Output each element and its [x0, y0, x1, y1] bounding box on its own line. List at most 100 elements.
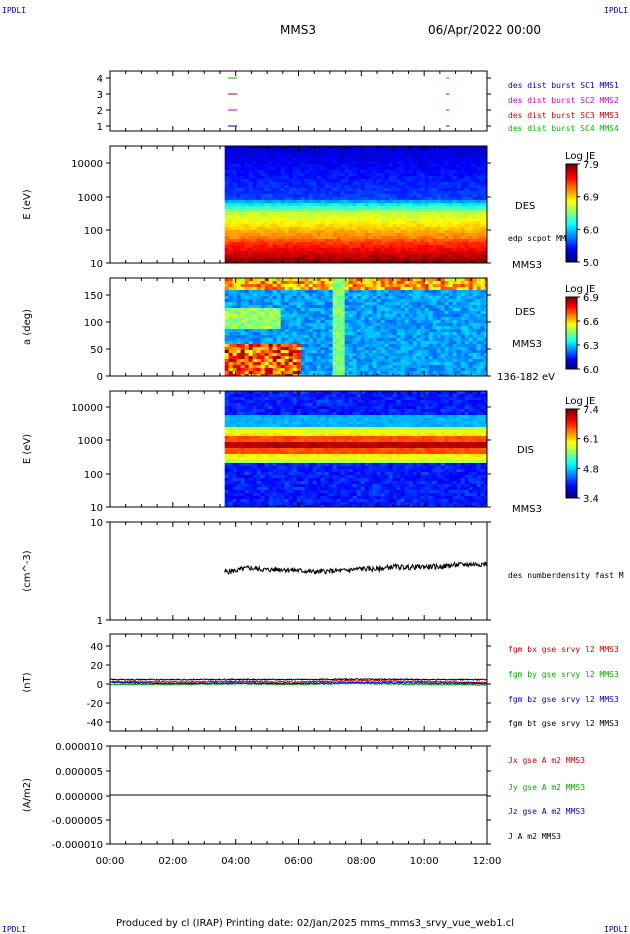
colorbar-cell: [566, 440, 577, 443]
y-tick-label: -20: [87, 699, 103, 710]
colorbar-tick-label: 6.0: [583, 225, 599, 236]
series-line: [109, 679, 488, 684]
panel-right-label: DIS: [517, 445, 534, 456]
colorbar-cell: [566, 168, 577, 172]
y-tick-label: -40: [87, 718, 103, 729]
colorbar-cell: [566, 420, 577, 423]
colorbar-cell: [566, 329, 577, 332]
colorbar-cell: [566, 409, 577, 412]
colorbar-cell: [566, 316, 577, 319]
colorbar-cell: [566, 210, 577, 214]
colorbar-cell: [566, 208, 577, 211]
colorbar-cell: [566, 309, 577, 312]
colorbar-cell: [566, 188, 577, 192]
colorbar-cell: [566, 460, 577, 463]
colorbar-cell: [566, 300, 577, 303]
colorbar-cell: [566, 347, 577, 350]
colorbar-cell: [566, 435, 577, 439]
y-tick-label: 100: [84, 470, 103, 481]
y-tick-label: 100: [84, 226, 103, 237]
colorbar-cell: [566, 493, 577, 497]
colorbar-cell: [566, 183, 577, 187]
colorbar-cell: [566, 338, 577, 341]
colorbar-cell: [566, 315, 577, 318]
colorbar-cell: [566, 311, 577, 314]
colorbar-tick-label: 6.1: [583, 435, 599, 446]
y-tick-label: 2: [97, 106, 103, 117]
x-tick-label: 06:00: [284, 856, 313, 867]
colorbar-cell: [566, 356, 577, 359]
legend-entry: fgm bz gse srvy l2 MMS3: [508, 695, 619, 704]
colorbar-cell: [566, 195, 577, 199]
corner-label-top-left: IPDLI: [2, 6, 27, 15]
colorbar-cell: [566, 486, 577, 490]
colorbar-cell: [566, 451, 577, 454]
colorbar-cell: [566, 306, 577, 309]
y-tick-label: 3: [97, 90, 103, 101]
y-tick-label: 150: [84, 291, 103, 302]
legend-entry: Jy gse A m2 MMS3: [508, 783, 585, 792]
y-axis-label: (nT): [22, 672, 33, 692]
legend-entry: des dist burst SC3 MMS3: [508, 111, 619, 120]
colorbar-cell: [566, 297, 577, 300]
y-tick-label: 10: [90, 518, 103, 529]
y-tick-label: 4: [97, 74, 103, 85]
colorbar-cell: [566, 213, 577, 216]
colorbar-cell: [566, 449, 577, 452]
y-tick-label: 0.000000: [55, 792, 103, 803]
colorbar-frame: [565, 408, 578, 499]
panel-right-label: MMS3: [512, 339, 542, 350]
spectrogram-3: [224, 391, 488, 508]
colorbar-cell: [566, 259, 577, 263]
legend-entry: des dist burst SC1 MMS1: [508, 81, 619, 90]
colorbar-tick-label: 6.3: [583, 341, 599, 352]
colorbar-cell: [566, 252, 577, 256]
colorbar-cell: [566, 365, 577, 368]
colorbar-cell: [566, 431, 577, 434]
colorbar-cell: [566, 324, 577, 327]
y-axis-label: E (eV): [22, 189, 33, 219]
y-tick-label: 50: [90, 345, 103, 356]
colorbar-cell: [566, 484, 577, 488]
colorbar-cell: [566, 164, 577, 167]
corner-label-bottom-left: IPDLI: [2, 925, 27, 934]
spacecraft-title: MMS3: [280, 23, 316, 37]
colorbar-cell: [566, 340, 577, 343]
legend-entry: J A m2 MMS3: [508, 832, 561, 841]
colorbar-cell: [566, 453, 577, 457]
legend-entry: Jz gse A m2 MMS3: [508, 807, 585, 816]
spectrogram-2: [224, 278, 488, 377]
colorbar-cell: [566, 198, 577, 202]
colorbar-title: Log JE: [565, 396, 595, 407]
panel-right-label: DES: [515, 201, 535, 212]
series-line: [109, 682, 488, 687]
legend-entry: Jx gse A m2 MMS3: [508, 756, 585, 765]
colorbar-cell: [566, 313, 577, 316]
colorbar-cell: [566, 181, 577, 184]
colorbar-cell: [566, 426, 577, 430]
colorbar-cell: [566, 343, 577, 346]
colorbar-cell: [566, 345, 577, 348]
colorbar-cell: [566, 455, 577, 459]
colorbar-frame: [565, 296, 578, 370]
panel-right-label: edp scpot MMS3: [508, 234, 576, 243]
colorbar-cell: [566, 200, 577, 204]
y-axis-label: a (deg): [22, 309, 33, 345]
colorbar-cell: [566, 205, 577, 209]
footer-credits: Produced by cl (IRAP) Printing date: 02/…: [115, 918, 515, 929]
colorbar-cell: [566, 235, 577, 238]
colorbar-cell: [566, 477, 577, 481]
colorbar-cell: [566, 351, 577, 354]
colorbar-cell: [566, 354, 577, 357]
colorbar-title: Log JE: [565, 284, 595, 295]
colorbar-cell: [566, 442, 577, 445]
colorbar-cell: [566, 227, 577, 231]
colorbar-cell: [566, 320, 577, 323]
y-tick-label: 0.000010: [55, 742, 103, 753]
legend-entry: des numberdensity fast M: [508, 571, 624, 580]
colorbar-cell: [566, 336, 577, 339]
colorbar-cell: [566, 424, 577, 428]
x-tick-label: 12:00: [473, 856, 502, 867]
colorbar-tick-label: 4.8: [583, 464, 599, 475]
